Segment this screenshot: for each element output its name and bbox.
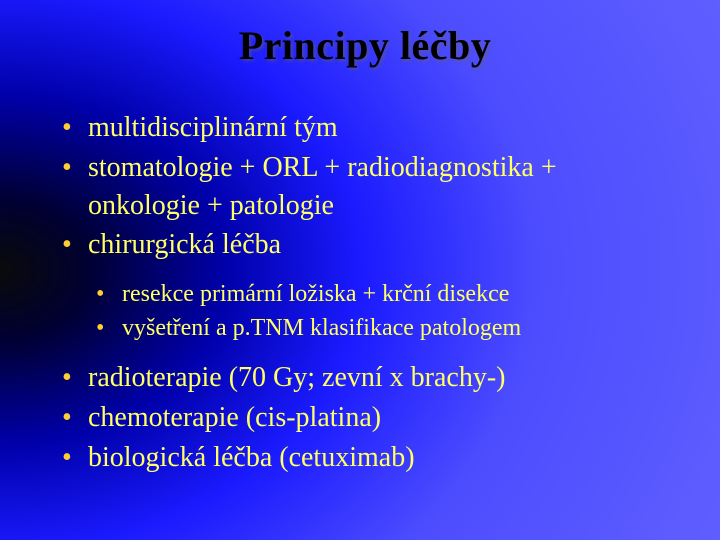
list-item: chirurgická léčba xyxy=(88,226,670,264)
bullet-list-level1: multidisciplinární tým stomatologie + OR… xyxy=(60,109,670,264)
slide-container: Principy léčby multidisciplinární tým st… xyxy=(0,0,720,540)
list-item: biologická léčba (cetuximab) xyxy=(88,439,670,477)
list-item: radioterapie (70 Gy; zevní x brachy-) xyxy=(88,359,670,397)
list-item: stomatologie + ORL + radiodiagnostika + … xyxy=(88,149,670,225)
list-item: multidisciplinární tým xyxy=(88,109,670,147)
bullet-list-level2: resekce primární ložiska + krční disekce… xyxy=(60,278,670,345)
list-item: resekce primární ložiska + krční disekce xyxy=(122,278,670,312)
slide-title: Principy léčby xyxy=(60,22,670,69)
list-item: vyšetření a p.TNM klasifikace patologem xyxy=(122,312,670,346)
list-item: chemoterapie (cis-platina) xyxy=(88,399,670,437)
bullet-list-level1-continued: radioterapie (70 Gy; zevní x brachy-) ch… xyxy=(60,359,670,476)
